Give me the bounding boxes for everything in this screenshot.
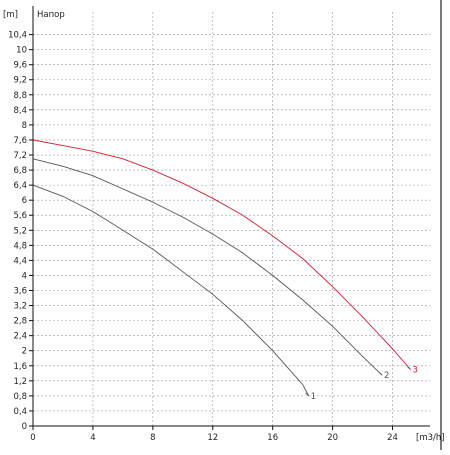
y-tick-label: 9,2 xyxy=(13,76,27,86)
series-end-marker-2 xyxy=(378,371,383,376)
series-end-marker-3 xyxy=(407,366,411,370)
y-tick-label: 6,4 xyxy=(13,181,27,191)
y-tick-label: 4 xyxy=(22,271,27,281)
x-unit-label: [m3/h] xyxy=(416,433,445,443)
y-tick-label: 8,8 xyxy=(13,91,27,101)
y-tick-label: 6 xyxy=(22,196,27,206)
y-tick-label: 6,8 xyxy=(13,166,27,176)
y-tick-label: 9,6 xyxy=(13,61,27,71)
y-tick-label: 2,4 xyxy=(13,332,27,342)
series-label-1: 1 xyxy=(311,392,316,402)
series-end-marker-1 xyxy=(305,392,309,397)
y-tick-label: 3,2 xyxy=(13,302,27,312)
y-tick-label: 3,6 xyxy=(13,287,27,297)
x-tick-label: 20 xyxy=(327,433,338,443)
x-tick-label: 0 xyxy=(30,433,35,443)
x-tick-label: 4 xyxy=(90,433,95,443)
label-layer: 1 2 3 xyxy=(311,366,418,402)
series-label-2: 2 xyxy=(384,371,389,381)
x-tick-label: 16 xyxy=(267,433,278,443)
series-line-2 xyxy=(32,158,383,376)
y-tick-label: 1,6 xyxy=(13,362,27,372)
y-axis-title: Напор xyxy=(37,10,65,20)
y-tick-label: 4,4 xyxy=(13,256,27,266)
y-tick-label: 7,2 xyxy=(13,151,27,161)
axis-layer: [m] Напор [m3/h] 0 4 8 12 16 20 2400,40,81,21,… xyxy=(3,0,445,450)
y-tick-label: 4,8 xyxy=(13,241,27,251)
y-tick-label: 7,6 xyxy=(13,136,27,146)
y-tick-label: 2,8 xyxy=(13,317,27,327)
y-tick-label: 0,4 xyxy=(13,407,27,417)
series-line-3 xyxy=(32,139,411,370)
y-tick-label: 10 xyxy=(16,46,27,56)
x-tick-label: 24 xyxy=(387,433,398,443)
y-tick-label: 0 xyxy=(22,422,27,432)
y-tick-label: 8 xyxy=(22,121,27,131)
y-tick-label: 1,2 xyxy=(13,377,27,387)
y-tick-label: 0,8 xyxy=(13,392,27,402)
x-tick-label: 12 xyxy=(207,433,218,443)
y-tick-label: 8,4 xyxy=(13,106,27,116)
y-tick-label: 2 xyxy=(22,347,27,357)
series-label-3: 3 xyxy=(413,366,418,376)
grid-layer xyxy=(33,12,430,426)
y-tick-label: 5,2 xyxy=(13,226,27,236)
y-unit-label: [m] xyxy=(3,10,18,20)
series-layer xyxy=(32,139,411,397)
x-tick-label: 8 xyxy=(150,433,155,443)
y-tick-label: 5,6 xyxy=(13,211,27,221)
series-line-1 xyxy=(32,184,310,397)
y-tick-label: 10,4 xyxy=(8,31,27,41)
